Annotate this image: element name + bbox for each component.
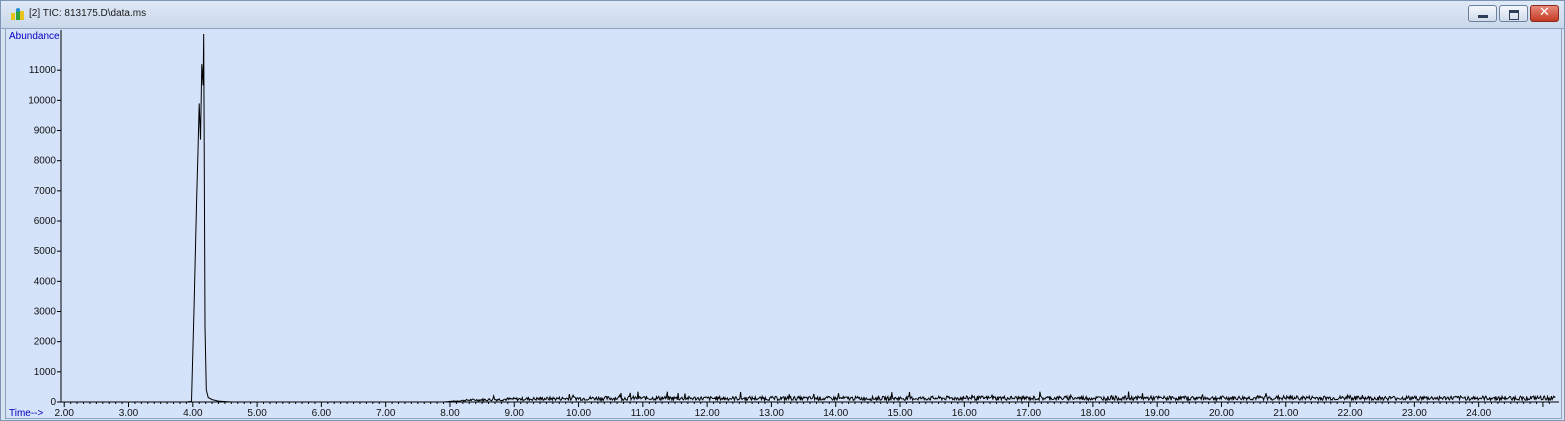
minimize-icon (1478, 15, 1488, 18)
x-tick-label: 5.00 (247, 408, 267, 418)
y-tick-label: 8000 (34, 156, 57, 167)
x-tick-label: 3.00 (119, 408, 139, 418)
x-tick-label: 23.00 (1402, 408, 1427, 418)
tic-trace (61, 33, 1556, 403)
x-tick-label: 11.00 (631, 408, 656, 418)
minimize-button[interactable] (1468, 5, 1497, 22)
close-icon: ✕ (1539, 5, 1550, 20)
tic-chart: Abundance Time--> 0 1000 2000 3000 4000 5000 6… (9, 30, 1559, 418)
maximize-icon (1509, 10, 1519, 20)
x-tick-label: 4.00 (183, 408, 203, 418)
x-tick-label: 9.00 (505, 408, 525, 418)
x-tick-label: 14.00 (823, 408, 848, 418)
y-tick-label: 3000 (34, 307, 57, 318)
close-button[interactable]: ✕ (1530, 5, 1559, 22)
y-tick-label: 7000 (34, 186, 57, 197)
y-tick-label: 4000 (34, 276, 57, 287)
y-tick-label: 11000 (29, 65, 57, 76)
x-tick-label: 15.00 (887, 408, 912, 418)
x-tick-label: 17.00 (1016, 408, 1041, 418)
x-tick-label: 24.00 (1466, 408, 1491, 418)
y-tick-label: 1000 (34, 367, 57, 378)
y-tick-label: 5000 (34, 246, 57, 257)
x-tick-label: 7.00 (376, 408, 396, 418)
y-tick-label: 9000 (34, 126, 57, 137)
maximize-button[interactable] (1499, 5, 1528, 22)
x-tick-label: 18.00 (1080, 408, 1105, 418)
y-tick-label: 6000 (34, 216, 57, 227)
x-axis-label: Time--> (9, 408, 44, 418)
chromatogram-plot[interactable]: Abundance Time--> 0 1000 2000 3000 4000 5000 6… (5, 28, 1562, 419)
x-tick-label: 8.00 (440, 408, 460, 418)
y-tick-label: 10000 (28, 95, 56, 106)
x-tick-label: 19.00 (1145, 408, 1170, 418)
x-tick-label: 6.00 (312, 408, 332, 418)
x-tick-label: 20.00 (1209, 408, 1234, 418)
x-tick-label: 21.00 (1273, 408, 1298, 418)
x-tick-label: 10.00 (566, 408, 591, 418)
window-title: [2] TIC: 813175.D\data.ms (29, 8, 147, 19)
y-tick-label: 0 (50, 397, 56, 408)
x-tick-label: 2.00 (54, 408, 74, 418)
x-tick-label: 12.00 (695, 408, 720, 418)
x-tick-label: 13.00 (759, 408, 784, 418)
y-axis-label: Abundance (9, 31, 60, 42)
y-tick-label: 2000 (34, 337, 57, 348)
x-tick-label: 22.00 (1338, 408, 1363, 418)
x-tick-label: 16.00 (952, 408, 977, 418)
chromatogram-app-icon (11, 8, 24, 20)
title-bar[interactable]: [2] TIC: 813175.D\data.ms ✕ (1, 1, 1564, 29)
